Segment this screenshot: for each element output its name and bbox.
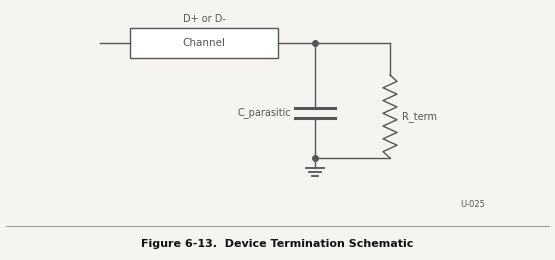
- Text: D+ or D-: D+ or D-: [183, 14, 225, 24]
- Text: R_term: R_term: [402, 111, 437, 122]
- Text: Channel: Channel: [183, 38, 225, 48]
- Text: C_parasitic: C_parasitic: [237, 108, 291, 119]
- Bar: [130, 28, 278, 58]
- Text: Figure 6-13.  Device Termination Schematic: Figure 6-13. Device Termination Schemati…: [141, 239, 413, 249]
- Text: U-025: U-025: [460, 200, 485, 209]
